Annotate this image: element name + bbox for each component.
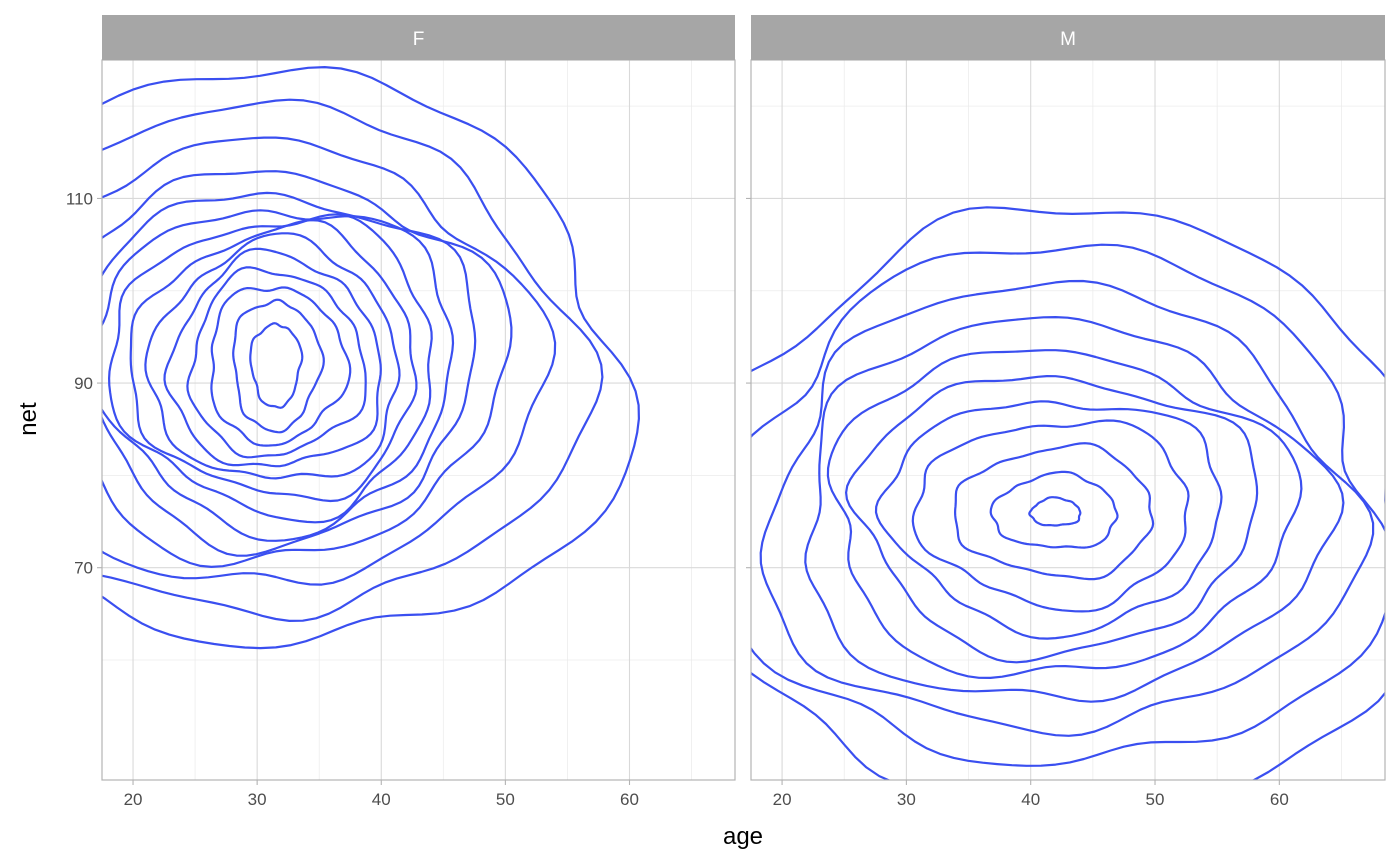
facet-label: M <box>1060 29 1076 50</box>
contour-line <box>186 266 367 459</box>
x-tick-label: 60 <box>620 790 639 809</box>
contour-line <box>804 316 1345 703</box>
contour-line <box>163 247 382 468</box>
contour-line <box>874 400 1223 640</box>
panel-background <box>751 60 1385 780</box>
y-tick-label: 90 <box>74 374 93 393</box>
x-tick-label: 30 <box>897 790 916 809</box>
contour-line <box>232 298 325 434</box>
panel-background <box>102 60 735 780</box>
contour-group <box>102 66 640 650</box>
contour-line <box>911 419 1190 613</box>
facet-label: F <box>413 29 425 50</box>
contour-line <box>751 243 1385 767</box>
contour-line <box>129 219 418 503</box>
y-tick-label: 70 <box>74 559 93 578</box>
panel-M: M 20 30 40 50 60 <box>746 15 1386 809</box>
contour-line <box>102 66 640 650</box>
contour-line <box>102 170 513 568</box>
x-tick-label: 30 <box>248 790 267 809</box>
contour-line <box>102 209 455 542</box>
x-tick-label: 50 <box>1146 790 1165 809</box>
contour-group <box>751 206 1385 780</box>
x-tick-label: 50 <box>496 790 515 809</box>
contour-line <box>102 136 557 586</box>
contour-line <box>210 286 352 447</box>
contour-line <box>751 206 1385 780</box>
y-axis-title: net <box>15 402 42 436</box>
facet-strip <box>751 15 1385 60</box>
panels-layer: F 20 30 40 50 60 70 90 110 M 20 30 40 50 60 <box>66 15 1386 809</box>
contour-line <box>102 98 604 622</box>
x-axis-title: age <box>723 823 763 850</box>
y-tick-label: 110 <box>66 189 93 208</box>
contour-line <box>826 349 1303 679</box>
contour-line <box>249 322 304 409</box>
contour-line <box>845 375 1259 664</box>
x-tick-label: 60 <box>1270 790 1289 809</box>
contour-line <box>1028 496 1082 527</box>
panel-F: F 20 30 40 50 60 70 90 110 <box>66 15 736 809</box>
contour-line <box>102 191 477 557</box>
contour-line <box>759 279 1375 737</box>
contour-line <box>989 470 1119 549</box>
x-tick-label: 20 <box>124 790 143 809</box>
x-tick-label: 40 <box>1021 790 1040 809</box>
x-tick-label: 20 <box>773 790 792 809</box>
facet-strip <box>102 15 735 60</box>
contour-line <box>108 213 433 524</box>
contour-line <box>954 442 1155 581</box>
contour-line <box>144 232 401 480</box>
x-tick-label: 40 <box>372 790 391 809</box>
